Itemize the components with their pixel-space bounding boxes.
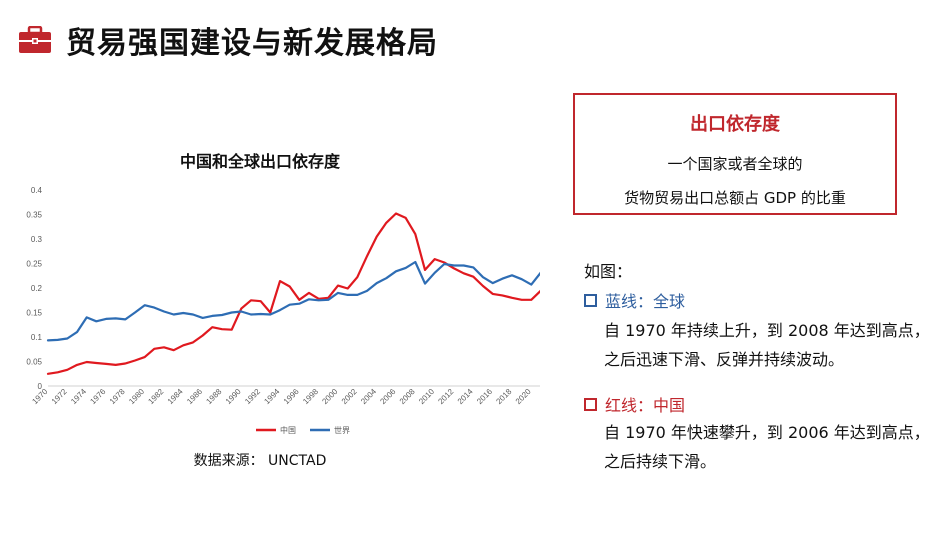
x-tick-label: 1974 [69, 387, 88, 406]
series-line-world [46, 260, 540, 342]
y-tick-label: 0.05 [26, 358, 42, 367]
x-tick-label: 2006 [378, 387, 397, 406]
x-tick-label: 2016 [475, 387, 494, 406]
y-tick-label: 0.4 [31, 186, 43, 195]
definition-box: 出口依存度 一个国家或者全球的 货物贸易出口总额占 GDP 的比重 [573, 93, 897, 215]
data-source: 数据来源： UNCTAD [193, 453, 327, 469]
red-line-label: 红线：中国 [584, 392, 685, 416]
y-tick-label: 0.1 [31, 333, 43, 342]
x-tick-label: 1990 [224, 387, 243, 406]
red-line-label-text: 红线：中国 [605, 396, 686, 415]
x-tick-label: 1998 [301, 387, 320, 406]
notes-intro: 如图： [584, 262, 633, 281]
definition-text-line2: 货物贸易出口总额占 GDP 的比重 [624, 189, 846, 207]
y-tick-label: 0 [38, 382, 43, 391]
blue-line-description: 自 1970 年持续上升，到 2008 年达到高点，之后迅速下滑、反弹并持续波动… [604, 321, 930, 369]
x-tick-label: 1988 [204, 387, 223, 406]
y-tick-label: 0.25 [26, 260, 42, 269]
x-tick-label: 2012 [436, 387, 455, 406]
x-tick-label: 1992 [243, 387, 262, 406]
x-tick-label: 2002 [340, 387, 359, 406]
chart-title: 中国和全球出口依存度 [179, 152, 340, 171]
definition-text-line1: 一个国家或者全球的 [667, 155, 803, 173]
red-square-icon [584, 397, 597, 411]
x-tick-label: 2004 [359, 387, 378, 406]
x-tick-label: 1986 [185, 387, 204, 406]
x-tick-label: 1982 [146, 387, 165, 406]
x-tick-label: 1976 [88, 387, 107, 406]
x-tick-label: 2020 [514, 387, 533, 406]
x-tick-label: 1994 [262, 387, 281, 406]
blue-line-label-text: 蓝线：全球 [605, 292, 686, 311]
x-tick-label: 2008 [398, 387, 417, 406]
blue-line-label: 蓝线：全球 [584, 288, 685, 312]
red-line-description: 自 1970 年快速攀升，到 2006 年达到高点，之后持续下滑。 [604, 423, 930, 471]
y-tick-label: 0.15 [26, 309, 42, 318]
x-tick-label: 2014 [456, 387, 475, 406]
x-tick-label: 2000 [320, 387, 339, 406]
x-tick-label: 1980 [127, 387, 146, 406]
series-line-china [46, 212, 540, 375]
y-tick-label: 0.35 [26, 211, 42, 220]
y-tick-label: 0.3 [31, 235, 43, 244]
page-title: 贸易强国建设与新发展格局 [66, 26, 438, 61]
blue-square-icon [584, 293, 597, 307]
briefcase-icon [19, 26, 51, 53]
x-tick-label: 1970 [30, 387, 49, 406]
x-tick-label: 1984 [166, 387, 185, 406]
x-tick-label: 1978 [108, 387, 127, 406]
definition-title: 出口依存度 [690, 114, 780, 135]
y-tick-label: 0.2 [31, 284, 43, 293]
x-tick-label: 1996 [282, 387, 301, 406]
x-tick-label: 1972 [50, 387, 69, 406]
legend-label: 中国 [280, 425, 296, 435]
legend-label: 世界 [334, 425, 350, 435]
x-tick-label: 2010 [417, 387, 436, 406]
x-tick-label: 2018 [494, 387, 513, 406]
